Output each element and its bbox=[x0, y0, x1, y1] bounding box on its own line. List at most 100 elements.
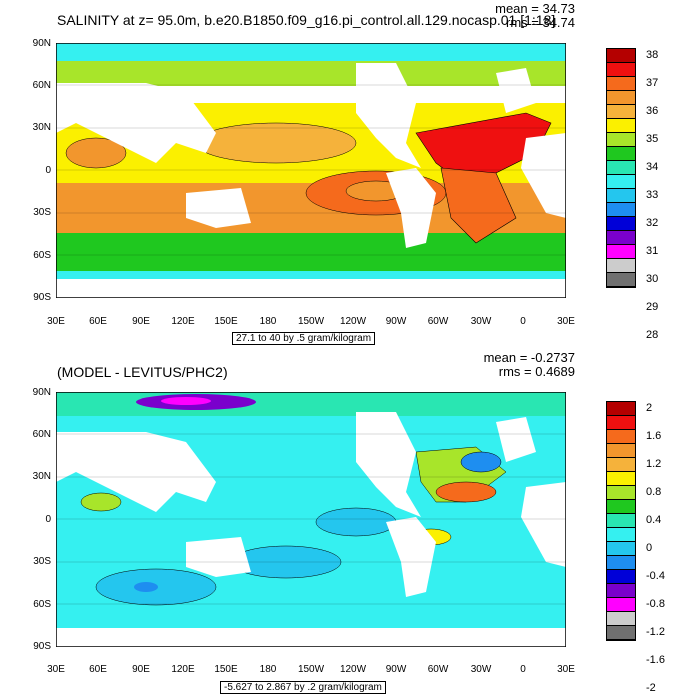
colorbar-swatch bbox=[607, 63, 635, 77]
colorbar-swatch bbox=[607, 626, 635, 640]
colorbar-swatch bbox=[607, 273, 635, 287]
x-tick-label: 150W bbox=[297, 316, 325, 327]
x-tick-label: 30E bbox=[47, 664, 65, 675]
y-tick-label: 30N bbox=[32, 122, 51, 133]
colorbar-label: 28 bbox=[646, 329, 659, 341]
y-tick-label: 30N bbox=[32, 471, 51, 482]
colorbar-swatch bbox=[607, 444, 635, 458]
x-tick-label: 30E bbox=[557, 316, 575, 327]
colorbar-swatch bbox=[607, 147, 635, 161]
x-tick-label: 180 bbox=[259, 316, 277, 327]
mean-label: mean = -0.2737 bbox=[483, 350, 575, 365]
x-tick-label: 120E bbox=[171, 316, 195, 327]
x-tick-label: 90W bbox=[385, 316, 407, 327]
x-tick-label: 90E bbox=[132, 316, 150, 327]
x-tick-label: 150E bbox=[214, 316, 238, 327]
colorbar-swatch bbox=[607, 514, 635, 528]
colorbar-label: 1.2 bbox=[646, 458, 662, 470]
x-tick-label: 60E bbox=[89, 316, 107, 327]
colorbar bbox=[606, 401, 636, 641]
colorbar-label: 1.6 bbox=[646, 430, 662, 442]
y-tick-label: 0 bbox=[45, 514, 51, 525]
colorbar-label: 37 bbox=[646, 77, 659, 89]
colorbar-label: 32 bbox=[646, 217, 659, 229]
difference-map bbox=[56, 392, 566, 647]
x-tick-label: 60W bbox=[427, 316, 449, 327]
y-tick-label: 30S bbox=[33, 556, 51, 567]
colorbar-swatch bbox=[607, 245, 635, 259]
y-tick-label: 60N bbox=[32, 80, 51, 91]
colorbar-swatch bbox=[607, 528, 635, 542]
x-tick-label: 30E bbox=[557, 664, 575, 675]
x-tick-label: 120W bbox=[339, 664, 367, 675]
colorbar-label: 0.8 bbox=[646, 486, 662, 498]
colorbar-label: -1.2 bbox=[646, 626, 665, 638]
colorbar-swatch bbox=[607, 259, 635, 273]
y-tick-label: 60N bbox=[32, 429, 51, 440]
plot-title: (MODEL - LEVITUS/PHC2) bbox=[57, 364, 228, 380]
colorbar-swatch bbox=[607, 458, 635, 472]
colorbar-label: -2 bbox=[646, 682, 656, 694]
x-tick-label: 60W bbox=[427, 664, 449, 675]
x-tick-label: 150W bbox=[297, 664, 325, 675]
colorbar-swatch bbox=[607, 133, 635, 147]
y-tick-label: 60S bbox=[33, 599, 51, 610]
rms-label: rms = 0.4689 bbox=[498, 364, 575, 379]
rms-label: rms = 34.74 bbox=[505, 15, 575, 30]
colorbar-swatch bbox=[607, 49, 635, 63]
colorbar-swatch bbox=[607, 556, 635, 570]
colorbar-label: 31 bbox=[646, 245, 659, 257]
x-tick-label: 90E bbox=[132, 664, 150, 675]
colorbar-label: 33 bbox=[646, 189, 659, 201]
colorbar-swatch bbox=[607, 430, 635, 444]
colorbar-swatch bbox=[607, 584, 635, 598]
x-tick-label: 0 bbox=[520, 316, 526, 327]
y-tick-label: 60S bbox=[33, 250, 51, 261]
colorbar-label: 2 bbox=[646, 402, 653, 414]
colorbar-label: -1.6 bbox=[646, 654, 665, 666]
x-tick-label: 120W bbox=[339, 316, 367, 327]
colorbar-label: 30 bbox=[646, 273, 659, 285]
x-tick-label: 120E bbox=[171, 664, 195, 675]
colorbar-swatch bbox=[607, 161, 635, 175]
x-tick-label: 30W bbox=[470, 664, 492, 675]
colorbar-swatch bbox=[607, 217, 635, 231]
colorbar-swatch bbox=[607, 612, 635, 626]
x-tick-label: 150E bbox=[214, 664, 238, 675]
colorbar-swatch bbox=[607, 500, 635, 514]
x-tick-label: 30W bbox=[470, 316, 492, 327]
colorbar-swatch bbox=[607, 91, 635, 105]
colorbar-swatch bbox=[607, 402, 635, 416]
y-tick-label: 90S bbox=[33, 292, 51, 303]
salinity-map bbox=[56, 43, 566, 298]
colorbar-label: 34 bbox=[646, 161, 659, 173]
colorbar-swatch bbox=[607, 570, 635, 584]
colorbar-swatch bbox=[607, 416, 635, 430]
colorbar-label: 36 bbox=[646, 105, 659, 117]
colorbar-swatch bbox=[607, 77, 635, 91]
y-tick-label: 0 bbox=[45, 165, 51, 176]
colorbar-label: 38 bbox=[646, 49, 659, 61]
colorbar-swatch bbox=[607, 486, 635, 500]
colorbar-label: 29 bbox=[646, 301, 659, 313]
colorbar-label: -0.8 bbox=[646, 598, 665, 610]
x-tick-label: 180 bbox=[259, 664, 277, 675]
y-tick-label: 90N bbox=[32, 38, 51, 49]
colorbar-swatch bbox=[607, 105, 635, 119]
colorbar-swatch bbox=[607, 203, 635, 217]
x-tick-label: 60E bbox=[89, 664, 107, 675]
colorbar-label: 0 bbox=[646, 542, 653, 554]
colorbar-swatch bbox=[607, 189, 635, 203]
salinity-panel: SALINITY at z= 95.0m, b.e20.B1850.f09_g1… bbox=[32, 1, 659, 345]
colorbar-swatch bbox=[607, 598, 635, 612]
mean-label: mean = 34.73 bbox=[495, 1, 575, 16]
contour-info: 27.1 to 40 by .5 gram/kilogram bbox=[232, 332, 376, 345]
x-tick-label: 90W bbox=[385, 664, 407, 675]
y-tick-label: 90N bbox=[32, 387, 51, 398]
colorbar bbox=[606, 48, 636, 288]
contour-info: -5.627 to 2.867 by .2 gram/kilogram bbox=[220, 681, 386, 694]
colorbar-label: 35 bbox=[646, 133, 659, 145]
y-tick-label: 30S bbox=[33, 207, 51, 218]
colorbar-swatch bbox=[607, 542, 635, 556]
colorbar-swatch bbox=[607, 119, 635, 133]
